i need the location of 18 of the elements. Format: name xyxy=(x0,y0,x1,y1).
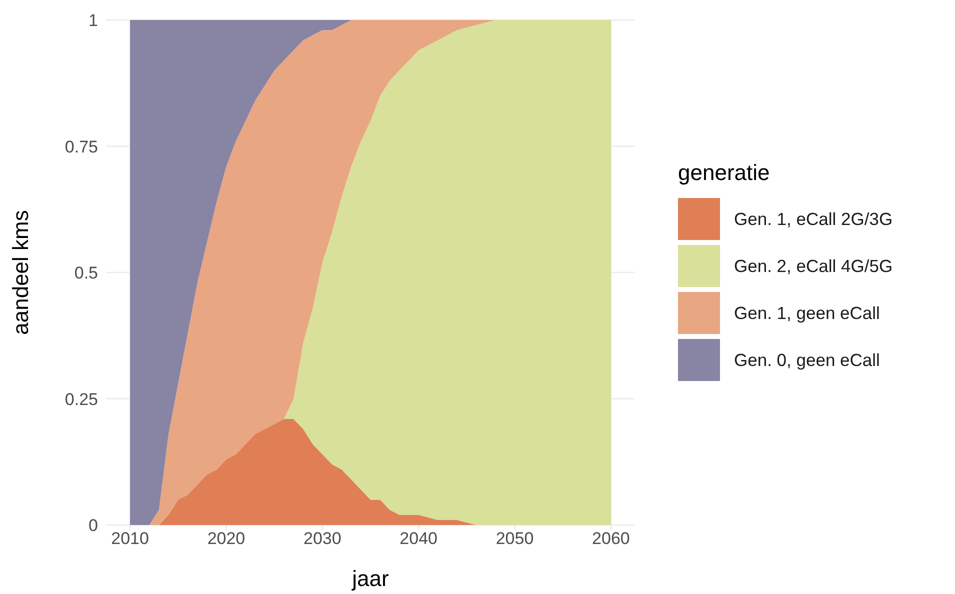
y-tick-label: 1 xyxy=(88,11,98,30)
y-tick-label: 0.25 xyxy=(64,390,98,409)
y-tick-label: 0.5 xyxy=(74,264,98,283)
x-tick-label: 2010 xyxy=(111,529,149,548)
legend-label: Gen. 2, eCall 4G/5G xyxy=(734,256,893,276)
x-axis-title: jaar xyxy=(351,566,389,591)
x-tick-label: 2030 xyxy=(303,529,342,548)
legend-label: Gen. 0, geen eCall xyxy=(734,350,880,370)
y-tick-label: 0 xyxy=(88,516,98,536)
x-tick-label: 2040 xyxy=(400,529,438,548)
x-tick-label: 2020 xyxy=(207,529,246,548)
x-tick-label: 2060 xyxy=(592,529,630,548)
y-tick-label: 0.75 xyxy=(64,137,98,156)
x-tick-label: 2050 xyxy=(496,529,534,548)
legend-label: Gen. 1, eCall 2G/3G xyxy=(734,208,893,228)
legend-title: generatie xyxy=(678,160,770,186)
y-axis-title: aandeel kms xyxy=(8,210,33,335)
legend-label: Gen. 1, geen eCall xyxy=(734,302,880,322)
